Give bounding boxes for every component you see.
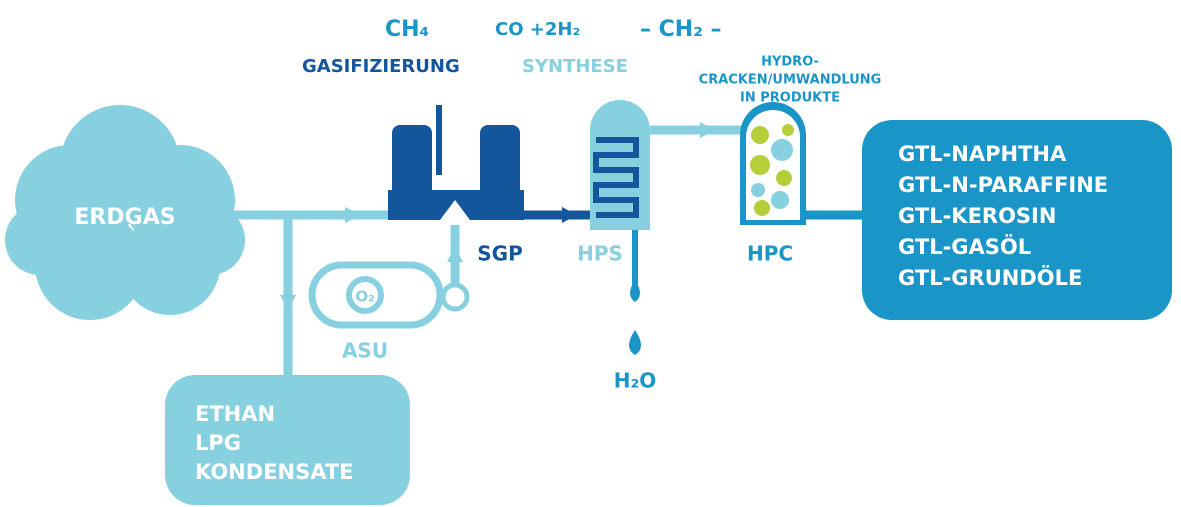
byproduct: ETHAN (195, 402, 275, 426)
methane: CH₄ (385, 17, 429, 42)
o2-icon (346, 276, 384, 314)
catalyst (750, 124, 794, 216)
arrow (345, 207, 360, 223)
oxygen: O₂ (355, 288, 374, 306)
asu-tank (308, 261, 444, 329)
pipes (225, 122, 870, 382)
product: GTL-KEROSIN (898, 204, 1056, 228)
product: GTL-GRUNDÖLE (898, 265, 1082, 290)
product: GTL-N-PARAFFINE (898, 173, 1108, 197)
product: GTL-GASÖL (898, 234, 1031, 259)
product-tank (862, 120, 1172, 320)
stage-label: GASIFIZIERUNG (302, 56, 460, 77)
gasifier-notch (440, 200, 470, 220)
hps-coil (593, 137, 639, 218)
unit-label: HPC (747, 242, 793, 266)
unit-label: HPS (577, 242, 623, 266)
arrow (562, 207, 577, 223)
byproduct: KONDENSATE (195, 460, 354, 484)
byproduct-tank (165, 375, 410, 505)
gas-cloud (5, 105, 245, 320)
chain: – CH₂ – (640, 17, 722, 42)
byproduct: LPG (195, 431, 241, 455)
arrow (447, 247, 463, 262)
unit-label: ASU (342, 339, 388, 363)
stage-label: HYDRO- (761, 55, 819, 70)
product: GTL-NAPHTHA (898, 142, 1067, 166)
arrow (700, 122, 715, 138)
water: H₂O (614, 369, 657, 393)
stage-label: SYNTHESE (522, 56, 628, 77)
valve (440, 282, 470, 312)
water-drop (629, 330, 641, 355)
syngas: CO +2H₂ (495, 19, 580, 40)
stage-label: CRACKEN/UMWANDLUNG (699, 73, 882, 88)
water-drop (630, 280, 640, 302)
stage-label: IN PRODUKTE (740, 91, 840, 106)
arrow (280, 295, 296, 310)
product-list: GTL-NAPHTHA GTL-N-PARAFFINE GTL-KEROSIN … (898, 142, 1108, 290)
unit-label: SGP (477, 242, 522, 266)
feed-label: ERDGAS (74, 205, 175, 230)
